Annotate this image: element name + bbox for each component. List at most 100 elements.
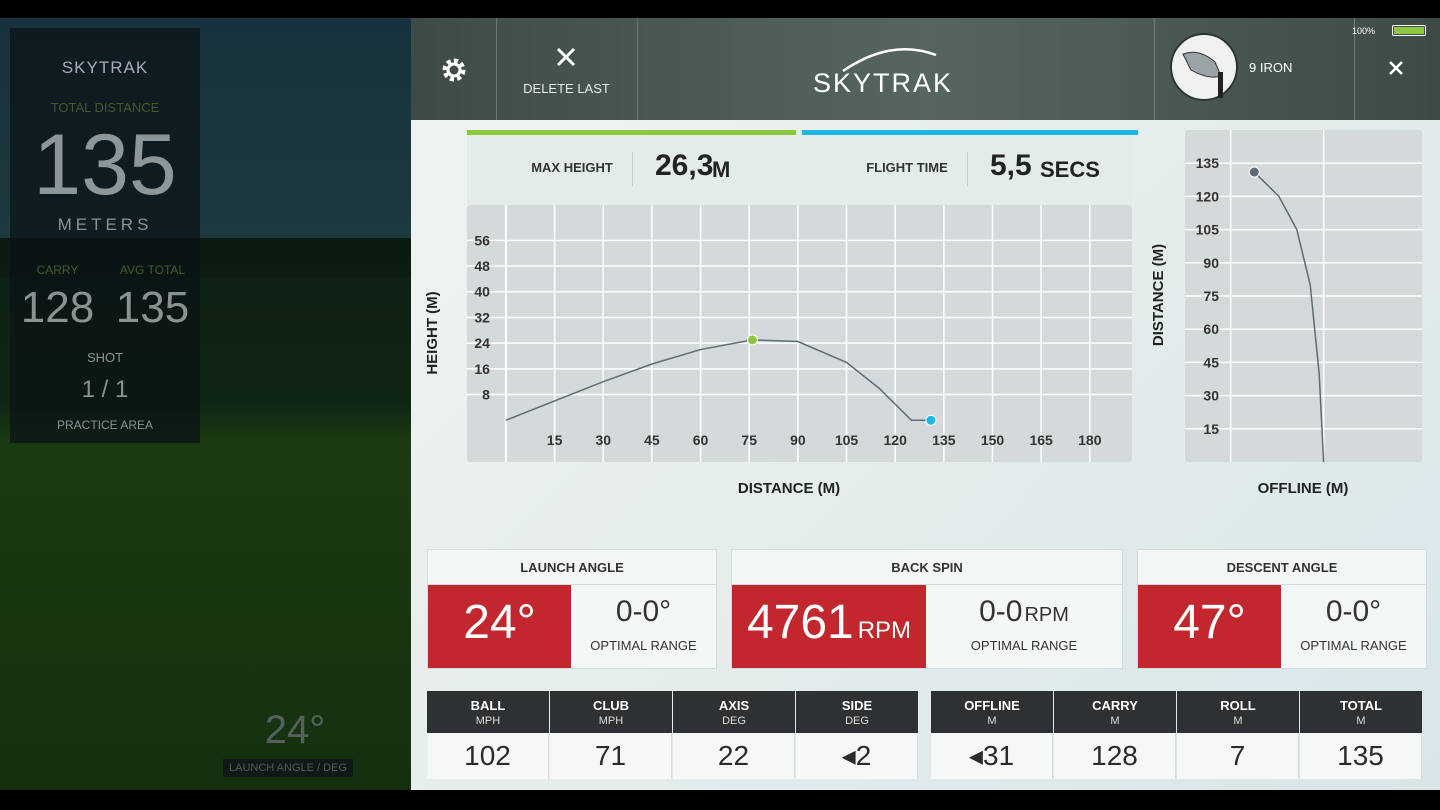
charts: 8 16 24 32 40 48 56 15 30 45 60 75 90 105 120 135 150 165… bbox=[424, 130, 1422, 497]
total-distance: 135 bbox=[33, 117, 177, 213]
y-tick-label: 75 bbox=[1203, 288, 1219, 304]
trajectory bbox=[1253, 171, 1325, 463]
close-icon[interactable] bbox=[1388, 60, 1404, 76]
stat-label: MAX HEIGHT bbox=[531, 160, 613, 175]
y-axis-label: DISTANCE (M) bbox=[1150, 244, 1167, 346]
summary-panel: SKYTRAK TOTAL DISTANCE 135 METERS CARRY … bbox=[10, 28, 200, 443]
optimal-label: OPTIMAL RANGE bbox=[970, 638, 1078, 653]
column-value: 135 bbox=[1300, 733, 1422, 779]
column-value: 102 bbox=[427, 733, 549, 779]
delete-last[interactable]: DELETE LAST bbox=[523, 81, 610, 96]
metric-box: 4761 RPM bbox=[732, 585, 926, 668]
x-tick-label: 120 bbox=[884, 432, 908, 448]
divider bbox=[732, 584, 1122, 585]
delete-icon[interactable] bbox=[556, 47, 576, 67]
metric-unit: RPM bbox=[857, 617, 912, 644]
x-tick-label: 150 bbox=[981, 432, 1005, 448]
shot[interactable]: 1 / 1 bbox=[81, 376, 129, 403]
column-name: TOTAL bbox=[1300, 691, 1422, 733]
bg-launch-label: LAUNCH ANGLE / DEG bbox=[223, 759, 353, 777]
column-value: ◂31 bbox=[931, 733, 1053, 779]
y-tick-label: 48 bbox=[474, 258, 490, 274]
column-name: OFFLINE bbox=[931, 691, 1053, 733]
column-name: CARRY bbox=[1054, 691, 1176, 733]
logo: SKYTRAK bbox=[61, 58, 149, 77]
y-tick-label: 24 bbox=[474, 335, 490, 351]
y-tick-label: 60 bbox=[1203, 321, 1219, 337]
metric-title: DESCENT ANGLE bbox=[1226, 560, 1338, 575]
x-tick-label: 90 bbox=[790, 432, 806, 448]
column-unit: M bbox=[1110, 715, 1120, 727]
header: DELETE LAST SKYTRAK 9 IRON 100% bbox=[411, 18, 1440, 120]
column-unit: M bbox=[987, 715, 997, 727]
unit: METERS bbox=[57, 215, 153, 234]
optimal: 0-0 RPM bbox=[926, 595, 1122, 629]
optimal-value: 0-0° bbox=[1325, 595, 1382, 628]
label: CARRY bbox=[36, 263, 79, 277]
trajectory bbox=[505, 339, 931, 421]
column-name: ROLL bbox=[1177, 691, 1299, 733]
carry: 128 bbox=[20, 283, 95, 332]
y-tick-label: 90 bbox=[1203, 255, 1219, 271]
metric-title: LAUNCH ANGLE bbox=[520, 560, 624, 575]
x-tick-label: 75 bbox=[741, 432, 757, 448]
optimal: 0-0° bbox=[1281, 595, 1426, 629]
optimal: 0-0° bbox=[571, 595, 716, 629]
marker bbox=[1248, 166, 1260, 178]
column-unit: M bbox=[1356, 715, 1366, 727]
stat-label: FLIGHT TIME bbox=[866, 160, 948, 175]
column-name: AXIS bbox=[673, 691, 795, 733]
x-tick-label: 105 bbox=[835, 432, 859, 448]
y-tick-label: 15 bbox=[1203, 421, 1219, 437]
divider bbox=[1138, 584, 1426, 585]
stat-value: 26,3 bbox=[655, 149, 714, 182]
column-unit: M bbox=[1233, 715, 1243, 727]
x-tick-label: 60 bbox=[693, 432, 709, 448]
optimal-value: 0-0 bbox=[979, 595, 1023, 628]
stat-bar bbox=[802, 130, 1138, 135]
column-value: 71 bbox=[550, 733, 672, 779]
settings-icon[interactable] bbox=[441, 57, 467, 83]
column-value: 22 bbox=[673, 733, 795, 779]
label: AVG TOTAL bbox=[119, 263, 186, 277]
y-tick-label: 16 bbox=[474, 361, 490, 377]
column-unit: MPH bbox=[475, 715, 501, 727]
stat-value: 5,5 bbox=[990, 149, 1032, 182]
marker bbox=[746, 334, 758, 346]
metric-title: BACK SPIN bbox=[891, 560, 963, 575]
optimal-label: OPTIMAL RANGE bbox=[1300, 638, 1407, 653]
column-name: SIDE bbox=[796, 691, 918, 733]
column-name: BALL bbox=[427, 691, 549, 733]
y-tick-label: 45 bbox=[1203, 354, 1219, 370]
y-tick-label: 32 bbox=[474, 309, 490, 325]
metric-card: DESCENT ANGLE 47° 0-0° OPTIMAL RANGE bbox=[1137, 549, 1427, 669]
x-tick-label: 135 bbox=[932, 432, 956, 448]
logo-swoosh bbox=[842, 47, 937, 73]
y-axis-label: HEIGHT (M) bbox=[424, 291, 441, 374]
marker bbox=[925, 414, 937, 426]
shot-panel: DELETE LAST SKYTRAK 9 IRON 100% MAX HEIG… bbox=[411, 18, 1440, 790]
divider bbox=[967, 152, 968, 186]
metric-value: 24° bbox=[463, 596, 536, 649]
battery-icon bbox=[1392, 25, 1426, 36]
battery-level: 100% bbox=[1352, 26, 1376, 36]
x-axis-label: DISTANCE (M) bbox=[738, 480, 840, 497]
x-tick-label: 30 bbox=[595, 432, 611, 448]
column-value: 7 bbox=[1177, 733, 1299, 779]
column-value: ◂2 bbox=[796, 733, 918, 779]
divider bbox=[632, 152, 633, 186]
practice-area[interactable]: PRACTICE AREA bbox=[56, 418, 154, 432]
metric-value: 47° bbox=[1173, 596, 1246, 649]
club-icon[interactable] bbox=[1169, 32, 1239, 102]
optimal-label: OPTIMAL RANGE bbox=[590, 638, 697, 653]
x-tick-label: 165 bbox=[1029, 432, 1053, 448]
column-unit: DEG bbox=[845, 715, 869, 727]
avg-total: 135 bbox=[115, 283, 190, 332]
label: TOTAL DISTANCE bbox=[50, 100, 160, 115]
y-tick-label: 8 bbox=[482, 387, 490, 403]
column-name: CLUB bbox=[550, 691, 672, 733]
stat-bar bbox=[467, 130, 796, 135]
club-name[interactable]: 9 IRON bbox=[1249, 60, 1293, 75]
x-axis-label: OFFLINE (M) bbox=[1258, 480, 1349, 497]
